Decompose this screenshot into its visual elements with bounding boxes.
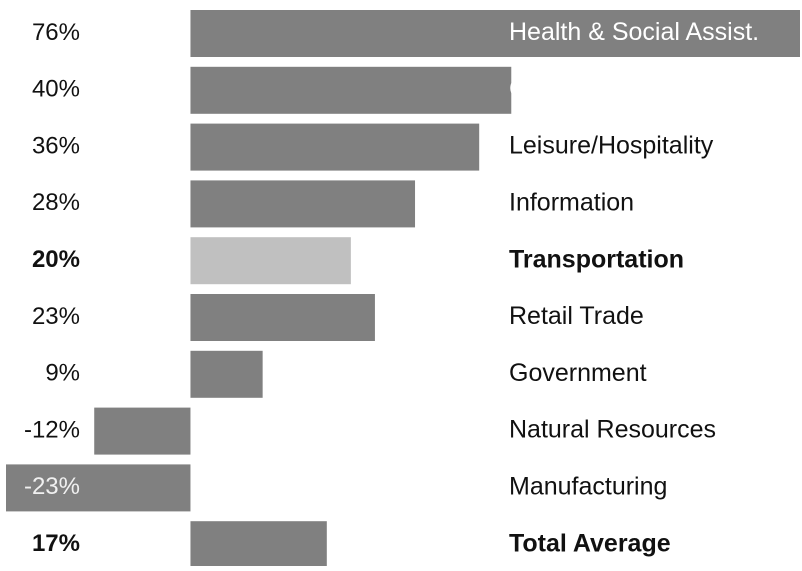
category-label: Transportation <box>509 245 684 273</box>
category-label: Total Average <box>509 529 671 557</box>
bar <box>190 10 800 57</box>
value-label: 40% <box>32 76 80 103</box>
category-label: Information <box>509 189 634 217</box>
value-label: 17% <box>32 530 80 557</box>
value-label: -12% <box>24 416 80 443</box>
bar <box>190 350 263 398</box>
bar <box>190 294 375 341</box>
value-label: 9% <box>45 360 80 387</box>
bar <box>190 521 327 569</box>
value-label: 36% <box>32 132 80 159</box>
bar <box>190 123 480 171</box>
value-label: 23% <box>32 303 80 330</box>
value-label: 28% <box>32 189 80 216</box>
category-label: Government <box>509 359 647 387</box>
bar <box>6 464 191 512</box>
category-label: Manufacturing <box>509 473 667 501</box>
category-label: Retail Trade <box>509 302 644 330</box>
value-label: 20% <box>32 246 80 273</box>
category-label: Leisure/Hospitality <box>509 132 714 160</box>
bar <box>94 407 191 455</box>
bar <box>190 180 416 228</box>
category-label: Construction <box>509 75 649 103</box>
category-label: Health & Social Assist. <box>509 18 759 46</box>
category-label: Natural Resources <box>509 416 716 444</box>
value-label: -23% <box>24 473 80 500</box>
bar <box>190 66 512 114</box>
value-label: 76% <box>32 19 80 46</box>
bar <box>190 237 351 285</box>
